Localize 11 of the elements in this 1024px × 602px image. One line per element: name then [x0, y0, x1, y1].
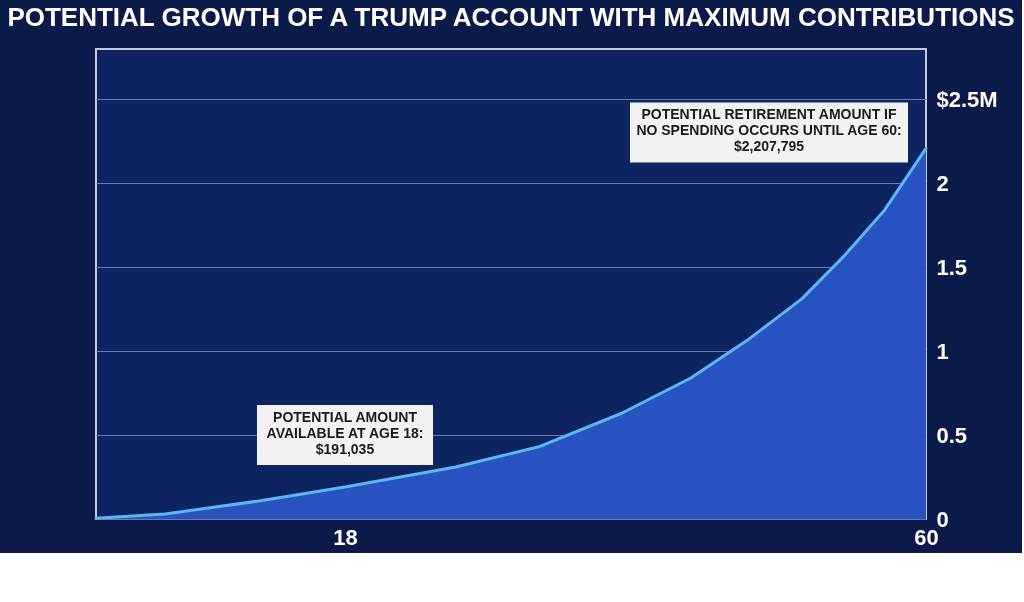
y-tick-label: 0.5	[936, 422, 968, 448]
chart-title: POTENTIAL GROWTH OF A TRUMP ACCOUNT WITH MAXIMUM CONTRIBUTIONS	[7, 2, 1015, 32]
x-tick-label: 18	[333, 524, 358, 550]
y-tick-label: 1.5	[936, 254, 968, 280]
annotation: POTENTIAL RETIREMENT AMOUNT IF NO SPENDING OCCURS UNTIL AGE 60: $2,207,795	[636, 106, 902, 155]
y-tick-label: 0	[936, 506, 949, 532]
annotation: POTENTIAL AMOUNT AVAILABLE AT AGE 18: $191,035	[266, 408, 424, 457]
y-tick-label: $2.5M	[936, 86, 998, 112]
y-tick-label: 1	[936, 338, 949, 364]
x-tick-label: 60	[914, 524, 939, 550]
y-tick-label: 2	[936, 170, 949, 196]
